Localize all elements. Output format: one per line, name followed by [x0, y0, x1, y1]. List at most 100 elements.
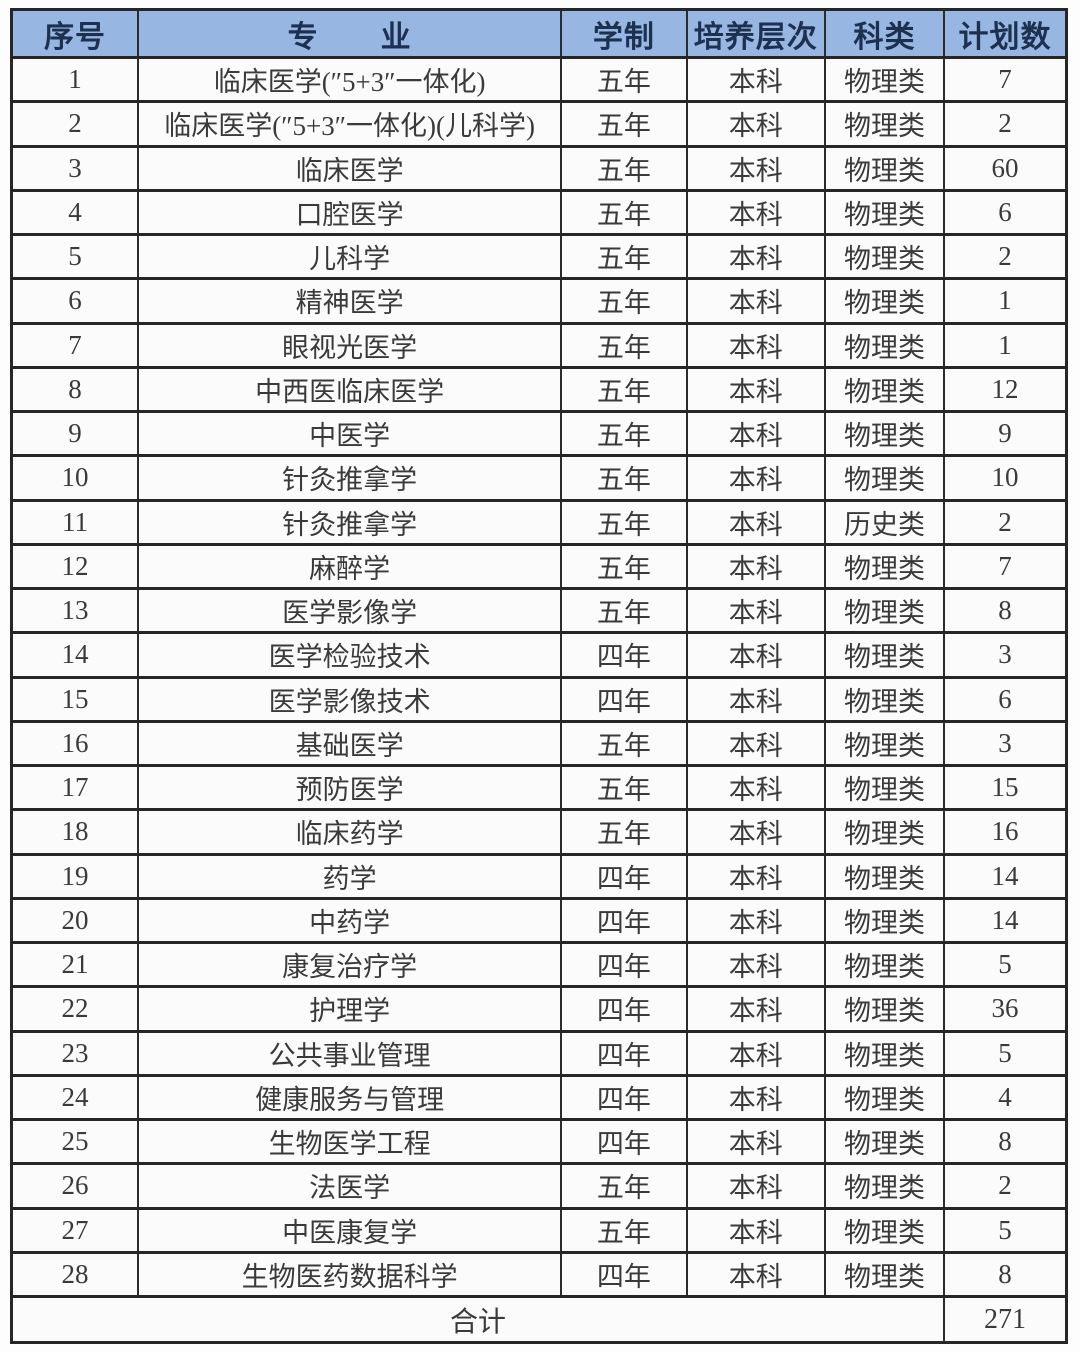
cell-major: 药学	[137, 852, 563, 900]
cell-plan: 2	[943, 100, 1068, 148]
cell-major: 医学检验技术	[137, 631, 563, 679]
cell-level: 本科	[685, 896, 826, 945]
cell-plan: 16	[943, 808, 1068, 856]
cell-category: 物理类	[823, 100, 946, 148]
cell-no: 26	[10, 1162, 140, 1210]
cell-duration: 五年	[560, 719, 688, 768]
cell-duration: 五年	[560, 454, 688, 502]
cell-no: 7	[10, 321, 140, 369]
cell-category: 物理类	[823, 985, 946, 1033]
cell-duration: 五年	[560, 100, 688, 148]
cell-category: 物理类	[823, 277, 946, 325]
cell-major: 临床医学(″5+3″一体化)(儿科学)	[137, 100, 563, 148]
table-body: 1 临床医学(″5+3″一体化) 五年 本科 物理类 7 2 临床医学(″5+3″一体化)(儿…	[10, 55, 1068, 1299]
cell-duration: 五年	[560, 321, 688, 369]
cell-duration: 四年	[560, 1250, 688, 1299]
table-row: 3 临床医学 五年 本科 物理类 60	[10, 144, 1068, 192]
cell-category: 物理类	[823, 1073, 946, 1122]
cell-plan: 36	[943, 985, 1068, 1033]
cell-category: 物理类	[823, 586, 946, 635]
cell-category: 物理类	[823, 55, 946, 104]
col-header-plan: 计划数	[943, 8, 1068, 59]
cell-category: 物理类	[823, 1029, 946, 1077]
table-row: 10 针灸推拿学 五年 本科 物理类 10	[10, 454, 1068, 502]
cell-no: 15	[10, 675, 140, 723]
cell-major: 临床药学	[137, 808, 563, 856]
cell-duration: 五年	[560, 586, 688, 635]
cell-plan: 5	[943, 940, 1068, 989]
cell-category: 物理类	[823, 542, 946, 591]
cell-category: 物理类	[823, 1117, 946, 1166]
cell-no: 18	[10, 808, 140, 856]
cell-major: 生物医药数据科学	[137, 1250, 563, 1299]
cell-level: 本科	[685, 763, 826, 812]
table-row: 23 公共事业管理 四年 本科 物理类 5	[10, 1029, 1068, 1077]
cell-category: 物理类	[823, 631, 946, 679]
cell-category: 物理类	[823, 808, 946, 856]
cell-no: 17	[10, 763, 140, 812]
cell-duration: 五年	[560, 55, 688, 104]
total-row: 合计 271	[10, 1295, 1068, 1344]
cell-no: 16	[10, 719, 140, 768]
cell-level: 本科	[685, 188, 826, 237]
cell-major: 健康服务与管理	[137, 1073, 563, 1122]
table-row: 7 眼视光医学 五年 本科 物理类 1	[10, 321, 1068, 369]
cell-plan: 6	[943, 675, 1068, 723]
table-row: 27 中医康复学 五年 本科 物理类 5	[10, 1206, 1068, 1254]
cell-plan: 15	[943, 763, 1068, 812]
table-row: 12 麻醉学 五年 本科 物理类 7	[10, 542, 1068, 591]
table-row: 1 临床医学(″5+3″一体化) 五年 本科 物理类 7	[10, 55, 1068, 104]
cell-duration: 五年	[560, 365, 688, 414]
cell-no: 19	[10, 852, 140, 900]
cell-level: 本科	[685, 1206, 826, 1254]
admission-plan-table: 序号 专 业 学制 培养层次 科类 计划数 1 临床医学(″5+3″一体化) 五年本…	[10, 8, 1068, 1344]
cell-level: 本科	[685, 277, 826, 325]
cell-no: 1	[10, 55, 140, 104]
cell-major: 法医学	[137, 1162, 563, 1210]
cell-plan: 6	[943, 188, 1068, 237]
col-header-duration: 学制	[560, 8, 688, 59]
table-row: 22 护理学 四年 本科 物理类 36	[10, 985, 1068, 1033]
cell-duration: 四年	[560, 631, 688, 679]
cell-level: 本科	[685, 55, 826, 104]
cell-no: 27	[10, 1206, 140, 1254]
cell-level: 本科	[685, 808, 826, 856]
cell-category: 历史类	[823, 498, 946, 546]
cell-major: 麻醉学	[137, 542, 563, 591]
cell-no: 20	[10, 896, 140, 945]
cell-category: 物理类	[823, 365, 946, 414]
cell-no: 24	[10, 1073, 140, 1122]
cell-plan: 1	[943, 277, 1068, 325]
cell-no: 3	[10, 144, 140, 192]
cell-level: 本科	[685, 1117, 826, 1166]
cell-category: 物理类	[823, 232, 946, 281]
cell-major: 临床医学(″5+3″一体化)	[137, 55, 563, 104]
cell-major: 中西医临床医学	[137, 365, 563, 414]
cell-plan: 8	[943, 1250, 1068, 1299]
cell-duration: 五年	[560, 1162, 688, 1210]
cell-duration: 四年	[560, 852, 688, 900]
cell-no: 8	[10, 365, 140, 414]
cell-plan: 5	[943, 1206, 1068, 1254]
cell-category: 物理类	[823, 188, 946, 237]
cell-no: 22	[10, 985, 140, 1033]
cell-level: 本科	[685, 321, 826, 369]
cell-major: 眼视光医学	[137, 321, 563, 369]
cell-major: 中医学	[137, 409, 563, 458]
cell-plan: 9	[943, 409, 1068, 458]
col-header-major: 专 业	[137, 8, 563, 59]
cell-major: 生物医学工程	[137, 1117, 563, 1166]
table-row: 9 中医学 五年 本科 物理类 9	[10, 409, 1068, 458]
table-row: 4 口腔医学 五年 本科 物理类 6	[10, 188, 1068, 237]
cell-plan: 2	[943, 232, 1068, 281]
cell-level: 本科	[685, 631, 826, 679]
cell-no: 11	[10, 498, 140, 546]
cell-level: 本科	[685, 1250, 826, 1299]
cell-category: 物理类	[823, 852, 946, 900]
cell-category: 物理类	[823, 1250, 946, 1299]
cell-duration: 五年	[560, 498, 688, 546]
table-row: 16 基础医学 五年 本科 物理类 3	[10, 719, 1068, 768]
cell-level: 本科	[685, 365, 826, 414]
cell-major: 精神医学	[137, 277, 563, 325]
cell-duration: 五年	[560, 409, 688, 458]
